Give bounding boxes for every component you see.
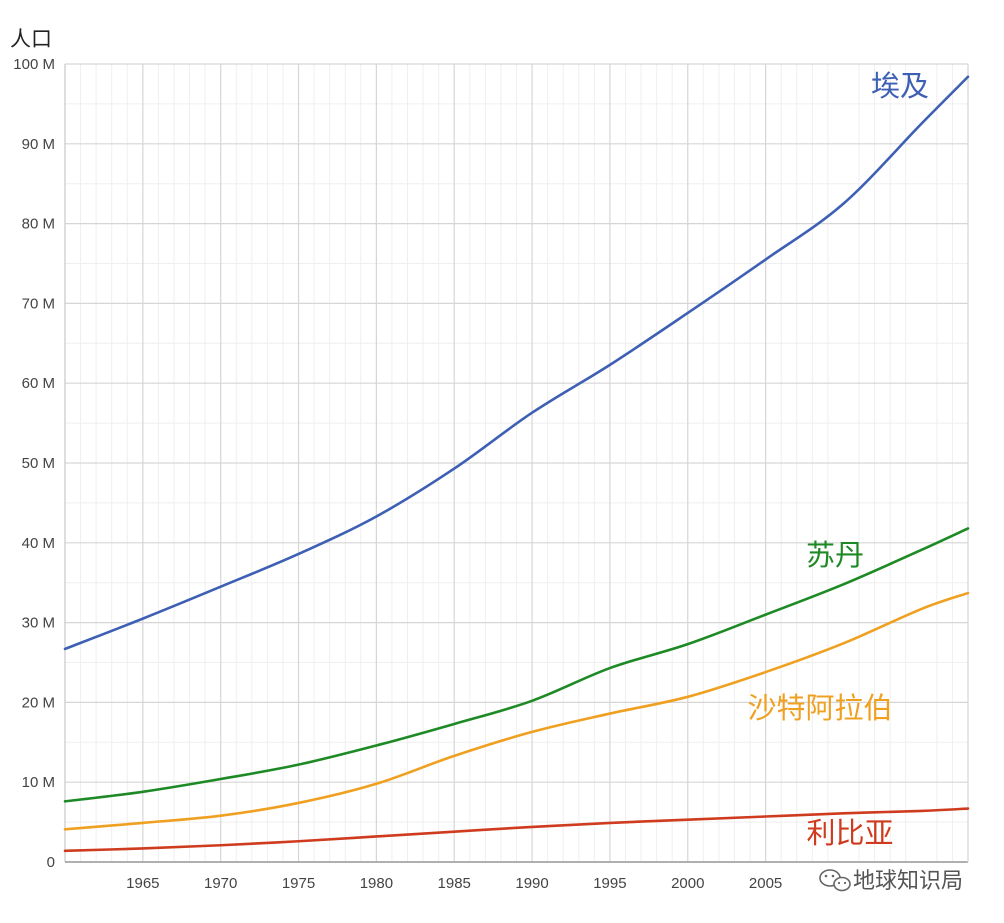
y-tick-label: 40 M [22, 535, 55, 552]
x-tick-label: 2000 [671, 875, 704, 892]
series-lines [63, 75, 970, 853]
y-tick-label: 10 M [22, 774, 55, 791]
wechat-icon [819, 869, 851, 892]
x-tick-label: 2005 [749, 875, 782, 892]
series-label-2: 沙特阿拉伯 [747, 691, 892, 725]
x-tick-label: 1980 [360, 875, 393, 892]
series-label-3: 利比亚 [806, 816, 893, 850]
x-tick-label: 1965 [126, 875, 159, 892]
x-tick-label: 1985 [438, 875, 471, 892]
series-line-0 [63, 75, 970, 651]
axes [64, 64, 969, 863]
x-axis-ticks: 1965 1970 1975 1980 1985 1990 1995 2000 2005 [126, 875, 782, 892]
y-tick-label: 50 M [22, 455, 55, 472]
x-tick-label: 1975 [282, 875, 315, 892]
x-tick-label: 1970 [204, 875, 237, 892]
watermark-text: 地球知识局 [853, 869, 963, 894]
y-tick-label: 80 M [22, 216, 55, 233]
y-tick-label: 20 M [22, 694, 55, 711]
series-line-1 [63, 527, 970, 803]
y-tick-label: 0 [47, 854, 55, 871]
series-line-2 [63, 591, 970, 831]
y-tick-label: 90 M [22, 136, 55, 153]
x-tick-label: 1990 [515, 875, 548, 892]
y-tick-label: 70 M [22, 295, 55, 312]
x-tick-label: 1995 [593, 875, 626, 892]
series-line-3 [63, 807, 970, 853]
major-grid [65, 63, 968, 863]
y-axis-ticks: 0 10 M 20 M 30 M 40 M 50 M 60 M 70 M 80 M 90 M 100… [13, 56, 55, 871]
watermark: 地球知识局 [819, 869, 963, 894]
series-label-0: 埃及 [871, 69, 929, 103]
y-tick-label: 100 M [13, 56, 55, 73]
series-label-1: 苏丹 [806, 538, 864, 572]
y-axis-label: 人口 [10, 27, 52, 51]
y-tick-label: 30 M [22, 615, 55, 632]
y-tick-label: 60 M [22, 375, 55, 392]
